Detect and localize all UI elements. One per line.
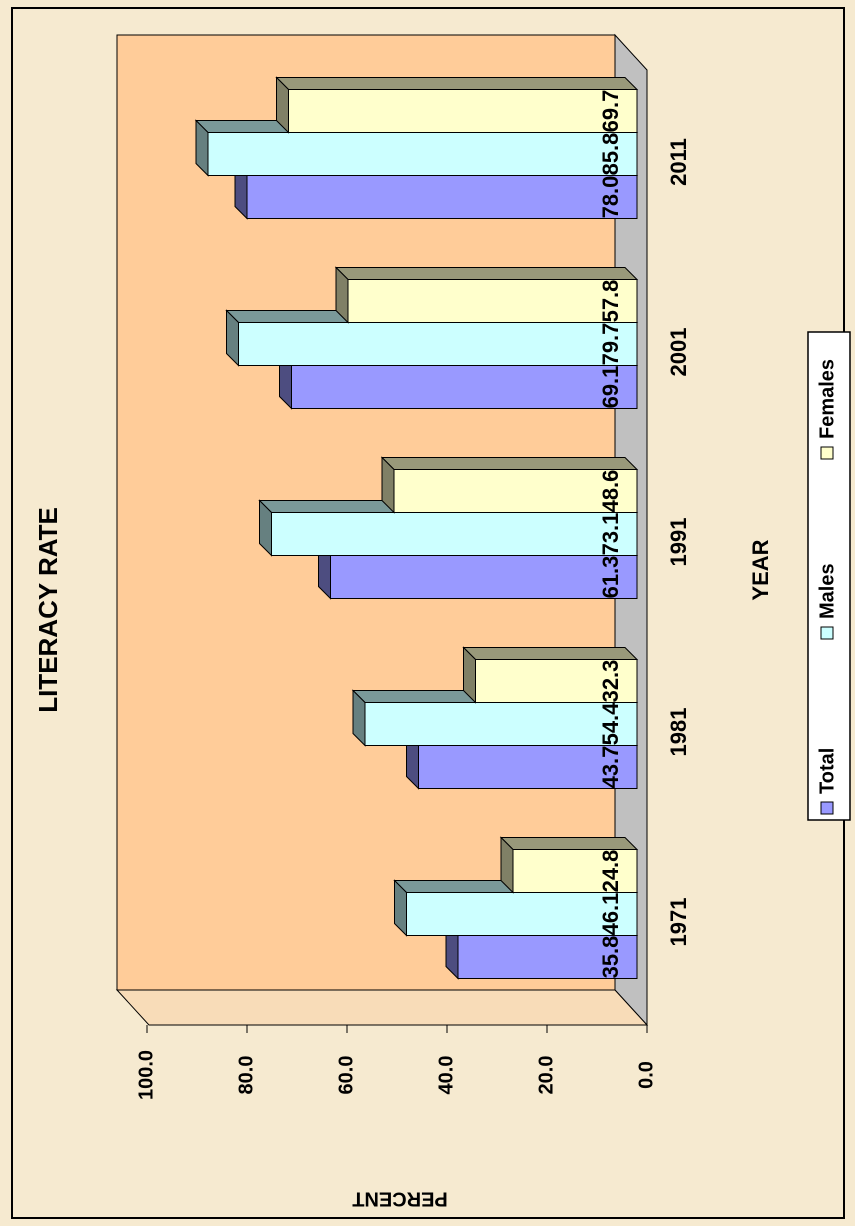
value-label: 57.8 — [598, 280, 623, 323]
bar — [499, 836, 639, 894]
legend-label: Females — [816, 359, 838, 439]
bar-front — [330, 555, 638, 599]
x-tick-label: 2001 — [666, 328, 691, 377]
bar-front — [364, 702, 638, 746]
bar-top — [499, 837, 639, 850]
bar-front — [457, 935, 638, 979]
value-label: 43.7 — [598, 746, 623, 789]
x-axis-label: YEAR — [748, 539, 773, 600]
bar-front — [288, 89, 638, 133]
value-label: 46.1 — [598, 893, 623, 936]
y-tick-label: 60.0 — [335, 1056, 357, 1095]
x-tick-label: 1971 — [666, 898, 691, 947]
y-tick-label: 100.0 — [135, 1050, 157, 1100]
bar-front — [207, 132, 638, 176]
value-label: 54.4 — [598, 702, 623, 746]
bar-top — [462, 647, 639, 660]
y-tick-label: 20.0 — [535, 1056, 557, 1095]
bar-front — [393, 469, 638, 513]
bar-top — [275, 77, 639, 90]
value-label: 61.3 — [598, 556, 623, 599]
bar — [275, 76, 639, 134]
legend-swatch — [820, 626, 834, 640]
y-axis-label: PERCENT — [352, 1188, 448, 1210]
bar — [334, 266, 639, 324]
bar-front — [512, 849, 638, 893]
legend-swatch — [820, 801, 834, 815]
bar-front — [238, 322, 638, 366]
y-tick-label: 80.0 — [235, 1056, 257, 1095]
bar — [380, 456, 639, 514]
bar-front — [347, 279, 638, 323]
x-tick-label: 1981 — [666, 708, 691, 757]
legend-label: Total — [816, 748, 838, 794]
bar — [462, 646, 639, 704]
value-label: 24.8 — [598, 850, 623, 893]
value-label: 78.0 — [598, 176, 623, 219]
legend-swatch — [820, 446, 834, 460]
x-tick-label: 2011 — [666, 138, 691, 186]
y-tick-label: 40.0 — [435, 1056, 457, 1095]
bar — [258, 499, 639, 557]
y-tick-label: 0.0 — [635, 1061, 657, 1089]
x-tick-label: 1991 — [666, 518, 691, 567]
value-label: 32.3 — [598, 660, 623, 703]
bar-top — [334, 267, 639, 280]
bar-front — [271, 512, 638, 556]
value-label: 79.7 — [598, 323, 623, 366]
value-label: 85.8 — [598, 133, 623, 176]
value-label: 69.7 — [598, 90, 623, 133]
chart-title: LITERACY RATE — [33, 507, 63, 713]
bar-top — [380, 457, 639, 470]
value-label: 35.8 — [598, 936, 623, 979]
value-label: 48.6 — [598, 470, 623, 513]
bar-front — [475, 659, 638, 703]
value-label: 69.1 — [598, 366, 623, 409]
bar-front — [418, 745, 638, 789]
legend — [807, 331, 851, 821]
bar — [225, 309, 639, 367]
legend-label: Males — [816, 563, 838, 619]
value-label: 73.1 — [598, 513, 623, 556]
bar-front — [291, 365, 638, 409]
side-wall — [115, 989, 649, 1026]
bar-front — [246, 175, 638, 219]
